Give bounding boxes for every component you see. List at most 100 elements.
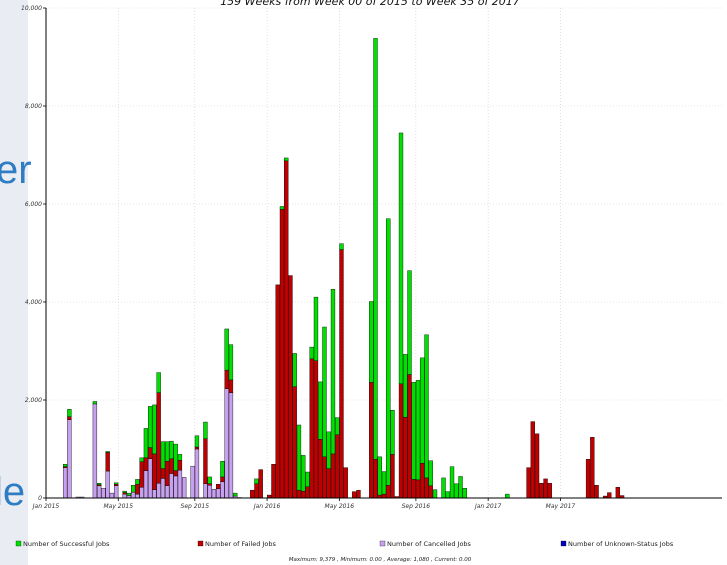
stats-footer: Maximum: 9,379 , Minimum: 0.00 , Average… bbox=[289, 557, 472, 563]
bar-successful bbox=[462, 488, 467, 499]
grid bbox=[45, 7, 722, 499]
bar-successful bbox=[169, 440, 174, 460]
legend-swatch bbox=[15, 540, 22, 547]
bar-failed bbox=[122, 492, 127, 495]
legend-swatch bbox=[197, 540, 204, 547]
bar-failed bbox=[139, 461, 144, 488]
bar-successful bbox=[207, 476, 212, 484]
bar-failed bbox=[254, 483, 259, 499]
x-tick-label: Jan 2015 bbox=[32, 503, 60, 510]
bar-successful bbox=[254, 478, 259, 484]
slide-background-strip bbox=[0, 0, 28, 565]
bar-successful bbox=[177, 454, 183, 461]
bar-failed bbox=[258, 469, 263, 499]
bar-failed bbox=[271, 463, 276, 499]
bar-successful bbox=[369, 301, 374, 383]
bar-failed bbox=[415, 479, 421, 499]
bar-successful bbox=[424, 334, 429, 479]
bar-successful bbox=[458, 476, 463, 499]
bar-failed bbox=[135, 484, 140, 495]
bar-cancelled bbox=[62, 467, 68, 499]
bar-failed bbox=[369, 382, 374, 499]
bar-successful bbox=[67, 409, 72, 417]
bar-failed bbox=[335, 434, 340, 499]
bar-failed bbox=[420, 463, 425, 499]
bar-successful bbox=[92, 401, 98, 405]
bar-cancelled bbox=[173, 475, 178, 499]
legend-label: Number of Successful Jobs bbox=[23, 540, 110, 548]
bar-successful bbox=[386, 218, 391, 486]
bar-successful bbox=[318, 381, 323, 440]
bar-successful bbox=[194, 435, 200, 448]
bar-failed bbox=[194, 446, 200, 450]
bar-successful bbox=[233, 492, 238, 497]
bar-failed bbox=[313, 360, 319, 499]
x-tick-label: Jan 2017 bbox=[474, 503, 502, 510]
legend-swatch bbox=[379, 540, 386, 547]
bar-cancelled bbox=[148, 458, 153, 499]
bar-successful bbox=[135, 479, 140, 485]
bar-successful bbox=[165, 441, 170, 462]
bar-cancelled bbox=[109, 492, 115, 499]
bar-failed bbox=[284, 160, 289, 499]
bar-cancelled bbox=[194, 448, 200, 499]
bar-successful bbox=[432, 489, 438, 499]
bar-failed bbox=[113, 484, 119, 486]
bar-successful bbox=[126, 492, 132, 496]
bar-cancelled bbox=[96, 485, 102, 499]
bar-successful bbox=[420, 357, 425, 464]
bar-successful bbox=[224, 328, 229, 371]
bar-successful bbox=[428, 460, 433, 486]
y-tick-label: 8,000 bbox=[25, 103, 42, 110]
bar-failed bbox=[407, 374, 412, 499]
bar-successful bbox=[62, 463, 68, 467]
bar-successful bbox=[390, 410, 395, 455]
bar-failed bbox=[207, 483, 212, 486]
bar-successful bbox=[326, 431, 331, 469]
bar-failed bbox=[250, 489, 255, 499]
bar-successful bbox=[105, 451, 110, 453]
bar-failed bbox=[296, 489, 302, 499]
bar-successful bbox=[339, 243, 344, 250]
bar-successful bbox=[203, 421, 208, 439]
bar-cancelled bbox=[216, 488, 221, 499]
bar-failed bbox=[275, 284, 280, 499]
bar-successful bbox=[160, 441, 166, 469]
bar-failed bbox=[203, 438, 208, 484]
bar-failed bbox=[148, 447, 153, 459]
bar-failed bbox=[322, 456, 327, 499]
bar-failed bbox=[165, 461, 170, 486]
bar-failed bbox=[386, 485, 391, 499]
y-tick-label: 2,000 bbox=[25, 397, 42, 404]
y-tick-label: 10,000 bbox=[21, 5, 42, 12]
bar-failed bbox=[352, 491, 357, 499]
bar-failed bbox=[143, 457, 149, 471]
bar-failed bbox=[326, 468, 331, 499]
bar-failed bbox=[594, 485, 599, 499]
bar-cancelled bbox=[207, 485, 212, 499]
bar-successful bbox=[130, 485, 136, 493]
chart-title: 159 Weeks from Week 00 of 2015 to Week 3… bbox=[220, 0, 520, 8]
bar-failed bbox=[403, 416, 408, 499]
bar-cancelled bbox=[169, 473, 174, 499]
bar-cancelled bbox=[92, 403, 98, 499]
bar-failed bbox=[156, 392, 161, 484]
bar-cancelled bbox=[67, 419, 72, 499]
bar-failed bbox=[288, 275, 293, 499]
bar-successful bbox=[407, 270, 412, 375]
bar-failed bbox=[152, 453, 157, 490]
bar-failed bbox=[279, 209, 285, 499]
bar-failed bbox=[543, 478, 548, 499]
bar-successful bbox=[454, 483, 459, 499]
bar-successful bbox=[220, 461, 225, 478]
legend: Number of Successful Jobs Number of Faile… bbox=[15, 540, 674, 548]
legend-label: Number of Unknown-Status Jobs bbox=[568, 540, 674, 548]
bar-cancelled bbox=[139, 487, 144, 499]
bars bbox=[62, 38, 625, 499]
bar-cancelled bbox=[156, 483, 161, 499]
bar-successful bbox=[301, 455, 306, 492]
bar-failed bbox=[381, 493, 387, 499]
bar-failed bbox=[585, 459, 591, 499]
bar-successful bbox=[148, 406, 153, 448]
bar-cancelled bbox=[143, 470, 149, 499]
